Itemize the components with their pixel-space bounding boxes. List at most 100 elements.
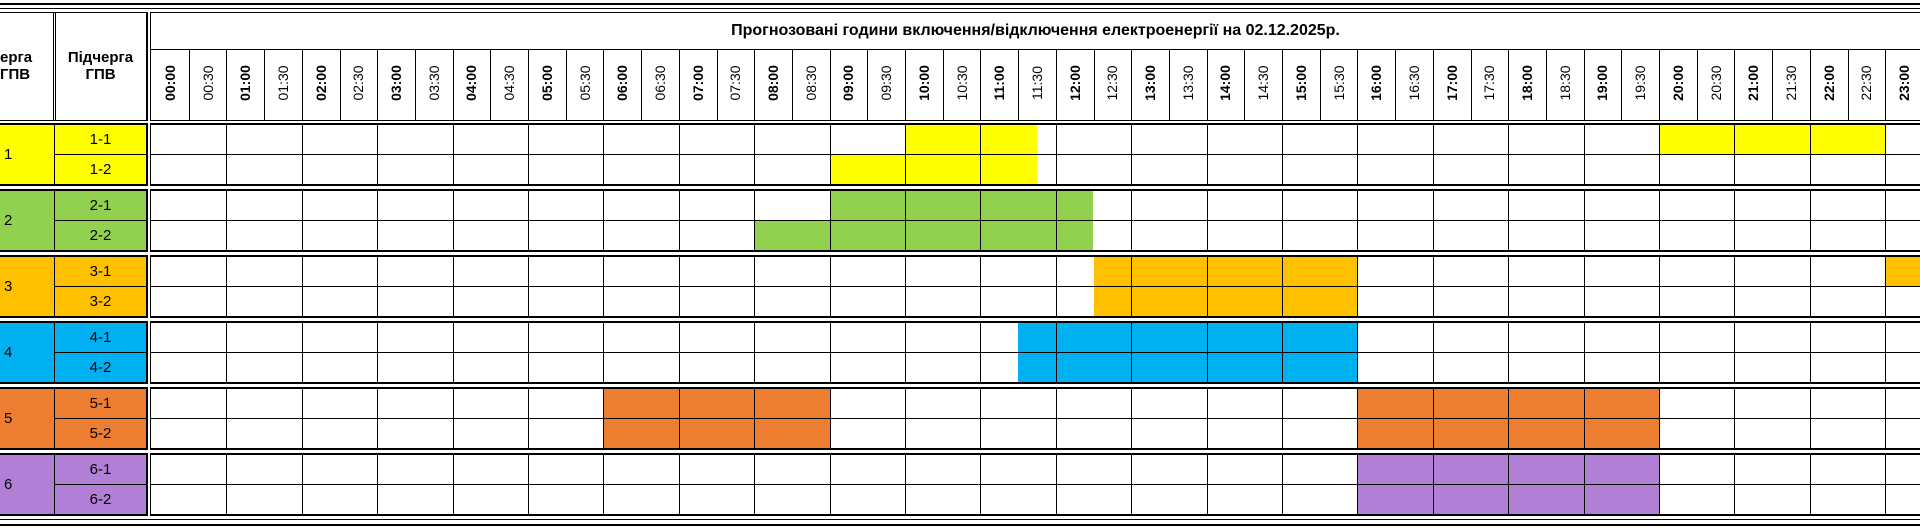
hour-grid-line xyxy=(226,124,227,184)
hour-grid-line xyxy=(905,388,906,448)
hour-grid-line xyxy=(226,388,227,448)
hour-grid-line xyxy=(1659,256,1660,316)
slot-grid-line xyxy=(1282,50,1283,120)
hour-grid-line xyxy=(1207,388,1208,448)
slot-grid-line xyxy=(1094,50,1095,120)
outage-block xyxy=(1093,256,1358,286)
subqueue-cell: 4-2 xyxy=(55,352,146,382)
col-divider xyxy=(146,322,148,382)
hour-grid-line xyxy=(1433,190,1434,250)
subqueue-label: 1-1 xyxy=(89,130,112,148)
slot-grid-line xyxy=(1546,50,1547,120)
queue-label: 5 xyxy=(4,409,13,427)
group-top-line xyxy=(150,387,1920,389)
subqueue-cell: 2-2 xyxy=(55,220,146,250)
hour-grid-line xyxy=(1207,454,1208,514)
hour-grid-line xyxy=(980,124,981,184)
hour-grid-line xyxy=(1131,256,1132,316)
row-divider xyxy=(55,286,146,287)
header-bottom-line xyxy=(150,120,1920,121)
hour-grid-line xyxy=(1056,322,1057,382)
title-bottom-line xyxy=(151,49,1920,50)
hour-grid-line xyxy=(528,124,529,184)
hour-grid-line xyxy=(1131,190,1132,250)
header-top-line xyxy=(0,12,148,13)
hour-grid-line xyxy=(830,190,831,250)
col-divider xyxy=(150,12,151,120)
col-divider xyxy=(150,256,151,316)
row-divider xyxy=(55,154,146,155)
time-slot-label: 01:30 xyxy=(274,65,291,101)
time-slot-label: 09:30 xyxy=(878,65,895,101)
slot-grid-line xyxy=(792,50,793,120)
queue-cell: 2 xyxy=(0,190,54,250)
hour-grid-line xyxy=(1508,454,1509,514)
subqueue-label: 3-1 xyxy=(89,262,112,280)
queue-cell: 5 xyxy=(0,388,54,448)
outage-block xyxy=(1093,286,1358,316)
slot-grid-line xyxy=(1885,50,1886,120)
queue-cell: 3 xyxy=(0,256,54,316)
time-slot-label: 11:30 xyxy=(1028,66,1045,100)
row-divider xyxy=(151,418,1920,419)
slot-grid-line xyxy=(641,50,642,120)
group-top-line xyxy=(0,387,148,389)
hour-grid-line xyxy=(453,388,454,448)
group-top-line xyxy=(150,123,1920,125)
table-border-bottom-inner xyxy=(0,519,1920,520)
hour-grid-line xyxy=(905,256,906,316)
subqueue-cell: 3-2 xyxy=(55,286,146,316)
hour-grid-line xyxy=(1433,322,1434,382)
time-slot-label: 07:30 xyxy=(727,65,744,101)
hour-grid-line xyxy=(679,454,680,514)
hour-grid-line xyxy=(754,124,755,184)
outage-block xyxy=(603,388,830,418)
hour-grid-line xyxy=(1584,388,1585,448)
time-slot-label: 22:30 xyxy=(1858,65,1875,101)
group-bottom-line xyxy=(150,316,1920,318)
col-divider xyxy=(54,190,55,250)
time-slot-label: 07:00 xyxy=(689,65,706,101)
subqueue-label: 4-2 xyxy=(89,358,112,376)
group-bottom-line xyxy=(0,448,148,450)
hour-grid-line xyxy=(377,190,378,250)
hour-grid-line xyxy=(1659,454,1660,514)
row-divider xyxy=(55,418,146,419)
group-bottom-line xyxy=(150,382,1920,384)
queue-cell: 4 xyxy=(0,322,54,382)
time-slot-label: 13:30 xyxy=(1179,65,1196,101)
hour-grid-line xyxy=(1282,322,1283,382)
outage-block xyxy=(1885,256,1920,286)
col-divider xyxy=(53,12,54,120)
hour-grid-line xyxy=(754,190,755,250)
group-top-line xyxy=(150,321,1920,323)
time-slot-label: 01:00 xyxy=(237,65,254,101)
hour-grid-line xyxy=(1056,124,1057,184)
row-divider xyxy=(55,220,146,221)
time-slot-label: 03:00 xyxy=(388,65,405,101)
hour-grid-line xyxy=(603,322,604,382)
col-divider xyxy=(54,322,55,382)
row-divider xyxy=(151,154,1920,155)
time-slot-label: 05:30 xyxy=(576,65,593,101)
slot-grid-line xyxy=(340,50,341,120)
hour-grid-line xyxy=(679,124,680,184)
slot-grid-line xyxy=(1471,50,1472,120)
hour-grid-line xyxy=(905,322,906,382)
hour-grid-line xyxy=(1282,190,1283,250)
col-divider xyxy=(146,454,148,514)
queue-label: 6 xyxy=(4,475,13,493)
hour-grid-line xyxy=(679,190,680,250)
outage-block xyxy=(1018,322,1358,352)
queue-label: 2 xyxy=(4,211,13,229)
hour-grid-line xyxy=(905,124,906,184)
hour-grid-line xyxy=(302,124,303,184)
slot-grid-line xyxy=(754,50,755,120)
subqueue-header: Підчерга ГПВ xyxy=(67,49,134,83)
hour-grid-line xyxy=(1584,454,1585,514)
hour-grid-line xyxy=(453,124,454,184)
hour-grid-line xyxy=(1433,454,1434,514)
hour-grid-line xyxy=(1659,124,1660,184)
time-slot-label: 23:00 xyxy=(1896,65,1913,101)
row-divider xyxy=(151,484,1920,485)
